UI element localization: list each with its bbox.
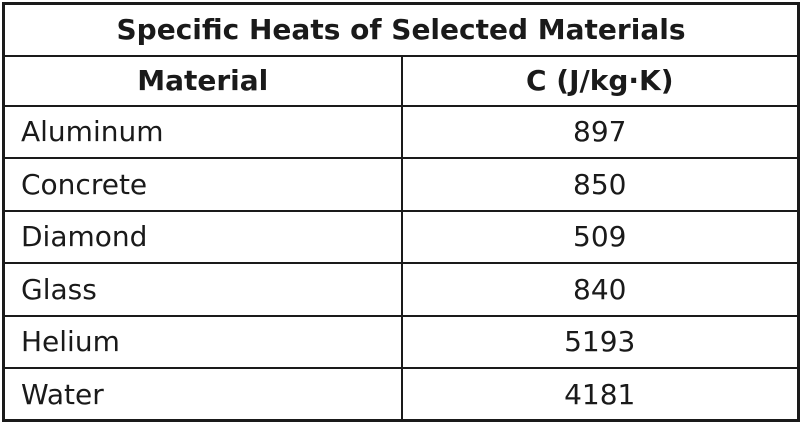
table-row: Helium 5193 [2,314,800,369]
table-row: Glass 840 [2,262,800,317]
specific-heat-cell: 4181 [400,367,800,422]
specific-heat-cell: 897 [400,104,800,159]
material-cell: Diamond [2,209,403,264]
table-title: Specific Heats of Selected Materials [2,2,800,57]
specific-heat-cell: 509 [400,209,800,264]
table-row: Concrete 850 [2,157,800,212]
specific-heat-cell: 5193 [400,314,800,369]
specific-heat-cell: 840 [400,262,800,317]
table-row: Water 4181 [2,367,800,422]
column-header: C (J/kg·K) [400,54,800,107]
table-row: Diamond 509 [2,209,800,264]
material-cell: Glass [2,262,403,317]
material-cell: Concrete [2,157,403,212]
column-header: Material [2,54,403,107]
specific-heat-cell: 850 [400,157,800,212]
material-cell: Aluminum [2,104,403,159]
table-body: Aluminum 897 Concrete 850 Diamond 509 Glass 840… [2,104,800,422]
material-cell: Helium [2,314,403,369]
material-cell: Water [2,367,403,422]
table-row: Aluminum 897 [2,104,800,159]
